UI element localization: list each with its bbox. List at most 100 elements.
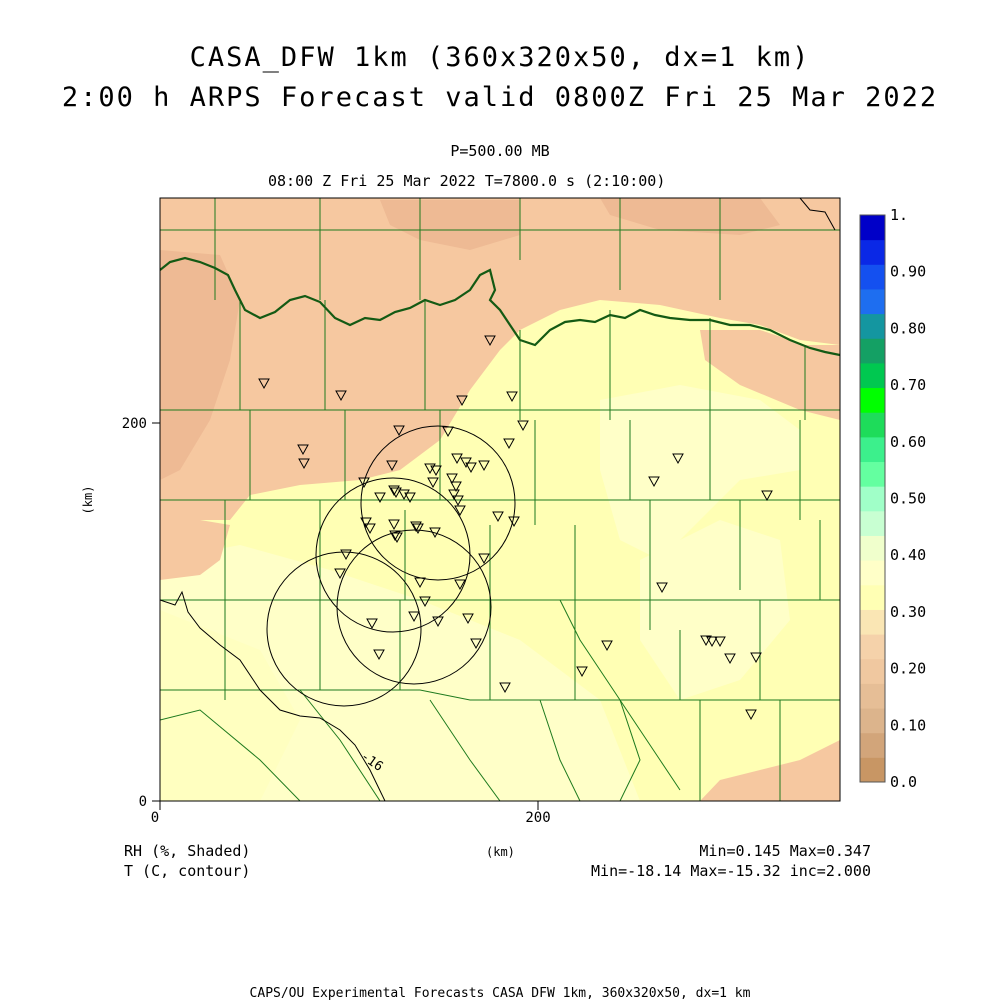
colorbar-swatch bbox=[860, 338, 885, 364]
colorbar-swatch bbox=[860, 387, 885, 413]
station-marker bbox=[390, 487, 402, 499]
station-marker bbox=[448, 489, 460, 501]
colorbar-label: 1. bbox=[890, 206, 908, 224]
colorbar-swatch bbox=[860, 362, 885, 389]
credit-line: CAPS/OU Experimental Forecasts CASA DFW … bbox=[249, 986, 751, 1001]
colorbar-swatch bbox=[860, 732, 885, 758]
state-border bbox=[160, 256, 840, 357]
colorbar-label: 0.60 bbox=[890, 433, 926, 451]
station-marker bbox=[432, 616, 444, 628]
colorbar-swatch bbox=[860, 313, 885, 339]
station-marker bbox=[576, 666, 588, 678]
station-marker bbox=[408, 611, 420, 623]
station-marker bbox=[484, 335, 496, 347]
station-marker bbox=[508, 516, 520, 528]
y-axis-label: (km) bbox=[81, 486, 95, 515]
station-marker bbox=[750, 652, 762, 664]
axis-ticks bbox=[152, 422, 539, 810]
station-marker bbox=[451, 453, 463, 465]
station-marker bbox=[656, 582, 668, 594]
colorbar-swatch bbox=[860, 461, 885, 487]
map-title-line1: CASA_DFW 1km (360x320x50, dx=1 km) bbox=[189, 42, 811, 73]
colorbar-swatch bbox=[860, 215, 885, 241]
colorbar-swatch bbox=[860, 560, 885, 586]
coast-line bbox=[799, 198, 836, 231]
station-marker bbox=[446, 473, 458, 485]
station-marker bbox=[388, 519, 400, 531]
station-marker bbox=[706, 636, 718, 648]
x-axis-label: (km) bbox=[486, 845, 515, 859]
station-marker bbox=[429, 527, 441, 539]
station-marker bbox=[393, 425, 405, 437]
colorbar-swatch bbox=[860, 535, 885, 561]
station-marker bbox=[454, 505, 466, 517]
station-marker bbox=[412, 523, 424, 535]
t-legend-label: T (C, contour) bbox=[124, 862, 251, 880]
pressure-level-label: P=500.00 MB bbox=[450, 142, 550, 160]
station-marker bbox=[442, 426, 454, 438]
t-minmax: Min=-18.14 Max=-15.32 inc=2.000 bbox=[591, 862, 871, 880]
station-marker bbox=[462, 613, 474, 625]
station-marker bbox=[386, 460, 398, 472]
station-marker bbox=[373, 649, 385, 661]
colorbar-labels: 1. 0.90 0.80 0.70 0.60 0.50 0.40 0.30 0.20 0.10 0.… bbox=[890, 206, 926, 791]
colorbar-frame bbox=[859, 214, 886, 783]
station-marker bbox=[601, 640, 613, 652]
station-marker bbox=[419, 596, 431, 608]
station-marker bbox=[298, 458, 310, 470]
station-marker bbox=[672, 453, 684, 465]
station-marker bbox=[297, 444, 309, 456]
county-boundaries bbox=[160, 198, 840, 801]
station-marker bbox=[454, 579, 466, 591]
station-marker bbox=[724, 653, 736, 665]
colorbar bbox=[859, 214, 886, 783]
x-tick-0: 0 bbox=[151, 810, 159, 826]
station-marker bbox=[398, 489, 410, 501]
colorbar-swatch bbox=[860, 584, 885, 610]
station-marker bbox=[761, 490, 773, 502]
station-marker bbox=[450, 481, 462, 493]
station-marker bbox=[478, 553, 490, 565]
station-marker bbox=[358, 477, 370, 489]
station-marker bbox=[456, 395, 468, 407]
station-marker bbox=[517, 420, 529, 432]
colorbar-label: 0.80 bbox=[890, 319, 926, 337]
colorbar-swatch bbox=[860, 708, 885, 734]
station-marker bbox=[714, 636, 726, 648]
temperature-contour bbox=[160, 590, 386, 801]
station-marker bbox=[410, 521, 422, 533]
colorbar-label: 0.20 bbox=[890, 660, 926, 678]
colorbar-label: 0.50 bbox=[890, 490, 926, 508]
station-marker bbox=[452, 495, 464, 507]
rh-legend-label: RH (%, Shaded) bbox=[124, 842, 251, 860]
colorbar-swatch bbox=[860, 486, 885, 512]
station-marker bbox=[492, 511, 504, 523]
colorbar-label: 0.40 bbox=[890, 546, 926, 564]
colorbar-swatch bbox=[860, 658, 885, 684]
station-marker bbox=[389, 530, 401, 542]
colorbar-label: 0.70 bbox=[890, 376, 926, 394]
colorbar-swatch bbox=[860, 634, 885, 660]
station-marker bbox=[374, 492, 386, 504]
colorbar-swatch bbox=[860, 288, 885, 315]
colorbar-label: 0.0 bbox=[890, 773, 917, 791]
river-line bbox=[559, 599, 681, 791]
colorbar-swatch bbox=[860, 683, 885, 709]
station-marker bbox=[335, 390, 347, 402]
station-marker bbox=[414, 577, 426, 589]
station-marker bbox=[404, 492, 416, 504]
colorbar-label: 0.30 bbox=[890, 603, 926, 621]
station-marker bbox=[430, 465, 442, 477]
x-tick-200: 200 bbox=[525, 810, 550, 826]
y-tick-200: 200 bbox=[122, 416, 147, 432]
colorbar-swatch bbox=[860, 239, 885, 265]
y-tick-0: 0 bbox=[139, 794, 147, 810]
colorbar-swatch bbox=[860, 757, 885, 783]
radar-ring bbox=[360, 425, 516, 581]
station-marker bbox=[366, 618, 378, 630]
station-markers bbox=[258, 335, 773, 721]
radar-ring bbox=[336, 529, 492, 685]
colorbar-swatch bbox=[860, 264, 885, 290]
station-marker bbox=[503, 438, 515, 450]
